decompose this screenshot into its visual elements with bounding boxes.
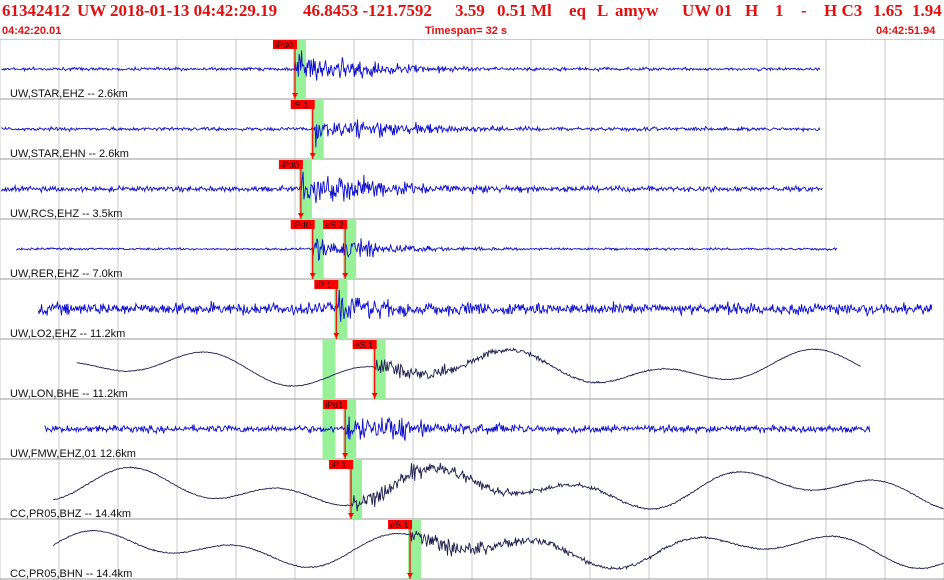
waveform-trace — [44, 416, 871, 441]
pick-arrow-icon — [342, 453, 349, 458]
value-2: 1.94 — [912, 1, 942, 20]
waveform-trace — [52, 462, 944, 512]
pick-arrow-icon — [348, 513, 355, 518]
pick-label: iP 1 — [331, 460, 346, 470]
pick-arrow-icon — [309, 273, 316, 278]
pick-label: iS 1 — [293, 100, 309, 110]
channel-label: UW,RER,EHZ -- 7.0km — [10, 268, 122, 280]
pick-arrow-icon — [297, 213, 304, 218]
event-latlon: 46.8453 -121.7592 — [303, 1, 432, 20]
pick-flag — [273, 40, 297, 49]
pick-window-highlight — [310, 219, 324, 279]
event-depth: 3.59 — [455, 1, 485, 20]
end-time: 04:42:51.94 — [876, 25, 936, 37]
channel-label: UW,FMW,EHZ,01 12.6km — [10, 448, 136, 460]
pick-flag — [290, 100, 315, 109]
pick-flag — [323, 400, 348, 409]
waveform-trace — [76, 347, 861, 388]
pick-arrow-icon — [309, 153, 316, 158]
event-network: UW — [77, 1, 107, 20]
channel-row[interactable]: eS 1 UW,LON,BHE -- 11.2km — [10, 339, 861, 400]
event-datetime: 2018-01-13 04:42:29.19 — [110, 1, 278, 20]
waveform-trace — [16, 238, 838, 261]
event-flag: L — [597, 1, 609, 20]
channel-row[interactable]: eS 1 CC,PR05,BHN -- 14.4km — [10, 519, 944, 580]
pick-flag — [329, 460, 354, 469]
pick-label: eS 1 — [355, 340, 374, 350]
channel-row[interactable]: iPd0 UW,RCS,EHZ -- 3.5km — [1, 159, 823, 220]
channel-label: CC,PR05,BHN -- 14.4km — [10, 568, 132, 580]
waveform-trace — [52, 529, 944, 571]
pick-window-highlight — [293, 39, 306, 99]
pick-arrow-icon — [407, 573, 414, 578]
event-magnitude: 0.51 Ml — [497, 1, 552, 20]
pick-window-highlight — [322, 339, 336, 399]
pick-label: eS 1 — [390, 520, 409, 530]
channel-label: UW,STAR,EHN -- 2.6km — [10, 148, 129, 160]
channel-row[interactable]: iPd1 UW,FMW,EHZ,01 12.6km — [10, 399, 871, 460]
pick-flag — [352, 340, 377, 349]
waveform-trace — [1, 119, 821, 148]
waveform-trace — [37, 289, 933, 322]
channel-row[interactable]: iS 1 UW,STAR,EHN -- 2.6km — [1, 99, 821, 160]
event-summary-header: 61342412 UW 2018-01-13 04:42:29.19 46.84… — [0, 0, 944, 22]
channel-label: UW,LO2,EHZ -- 11.2km — [10, 328, 125, 340]
waveform-trace — [1, 171, 823, 203]
channel-row[interactable]: iP 1 CC,PR05,BHZ -- 14.4km — [10, 459, 944, 520]
pick-arrow-icon — [342, 273, 349, 278]
pick-flag — [290, 220, 315, 229]
pick-arrow-icon — [371, 393, 378, 398]
channel-label: UW,RCS,EHZ -- 3.5km — [10, 208, 122, 220]
seismogram-panel[interactable]: iPd0 UW,STAR,EHZ -- 2.6km iS 1 UW,STAR,EHN … — [0, 39, 944, 580]
pick-window-highlight — [343, 219, 357, 279]
pick-flag — [278, 160, 303, 169]
start-time: 04:42:20.01 — [2, 25, 62, 37]
event-id: 61342412 — [2, 1, 70, 20]
pick-label: iPd0 — [281, 160, 299, 170]
pick-label: iP 1 — [316, 280, 331, 290]
pick-label: eS 2 — [325, 220, 344, 230]
channel-label: UW,STAR,EHZ -- 2.6km — [10, 88, 128, 100]
pick-label: iPd0 — [275, 40, 293, 50]
timespan: Timespan= 32 s — [425, 25, 508, 37]
pick-flag — [314, 280, 339, 289]
time-range-bar: 04:42:20.01 Timespan= 32 s 04:42:51.94 — [0, 23, 944, 39]
solution-h: H — [745, 1, 759, 20]
pick-label: iPd1 — [325, 400, 343, 410]
solution-num: 1 — [775, 1, 784, 20]
solution-quality: H C3 — [824, 1, 863, 20]
waveform-trace — [1, 50, 821, 81]
pick-arrow-icon — [333, 333, 340, 338]
pick-flag — [323, 220, 348, 229]
solution-dash: - — [801, 1, 807, 20]
channel-label: UW,LON,BHE -- 11.2km — [10, 388, 128, 400]
pick-window-highlight — [334, 279, 348, 339]
value-1: 1.65 — [873, 1, 903, 20]
pick-label: iPd0 — [293, 220, 311, 230]
channel-row[interactable]: iPd0 UW,STAR,EHZ -- 2.6km — [1, 39, 821, 100]
event-author: amyw — [615, 1, 659, 20]
event-type: eq — [569, 1, 586, 20]
solution-id: UW 01 — [682, 1, 733, 20]
pick-arrow-icon — [292, 93, 298, 98]
channel-row[interactable]: iP 1 UW,LO2,EHZ -- 11.2km — [10, 279, 933, 340]
channel-label: CC,PR05,BHZ -- 14.4km — [10, 508, 131, 520]
channel-row[interactable]: iPd0 eS 2 UW,RER,EHZ -- 7.0km — [10, 219, 838, 280]
pick-flag — [388, 520, 413, 529]
